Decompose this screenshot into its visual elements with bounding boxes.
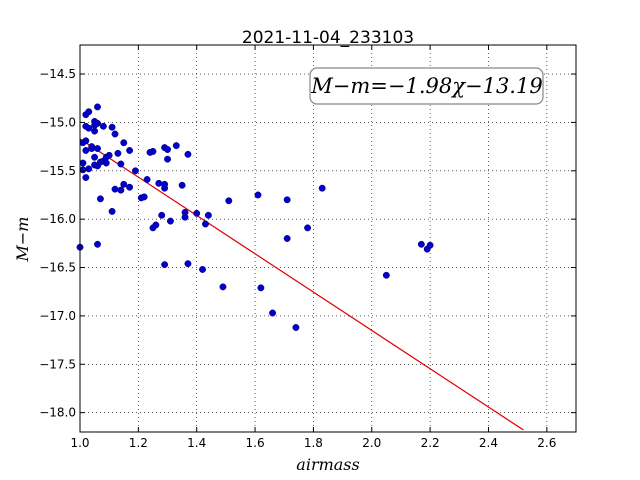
data-point bbox=[96, 195, 104, 203]
data-point bbox=[114, 149, 122, 157]
y-tick-label: −16.5 bbox=[39, 261, 76, 275]
x-axis-ticks: 1.0 1.2 1.4 1.6 1.8 2.0 2.2 2.4 2.6 bbox=[70, 45, 556, 450]
data-point bbox=[283, 196, 291, 204]
data-point bbox=[94, 240, 101, 248]
x-tick-label: 1.2 bbox=[129, 436, 148, 450]
data-point bbox=[105, 151, 113, 159]
data-point bbox=[269, 309, 277, 317]
data-point bbox=[94, 119, 101, 127]
data-point bbox=[382, 271, 390, 279]
data-point bbox=[292, 324, 300, 331]
data-point bbox=[184, 150, 192, 158]
chart-title: 2021-11-04_233103 bbox=[242, 28, 414, 48]
x-tick-label: 2.0 bbox=[362, 436, 381, 450]
grid-lines bbox=[79, 45, 576, 432]
x-tick-label: 2.4 bbox=[479, 436, 498, 450]
data-point bbox=[120, 139, 128, 147]
data-point bbox=[117, 186, 125, 194]
plot-frame bbox=[79, 44, 577, 433]
fit-line-group bbox=[79, 138, 524, 431]
y-tick-label: −14.5 bbox=[39, 67, 76, 81]
data-point bbox=[94, 103, 101, 111]
data-point bbox=[155, 179, 163, 187]
y-tick-label: −18.0 bbox=[39, 406, 76, 420]
data-point bbox=[99, 122, 107, 130]
data-point bbox=[82, 174, 90, 181]
y-tick-label: −15.0 bbox=[39, 115, 76, 129]
data-point bbox=[184, 260, 192, 268]
data-point bbox=[126, 183, 134, 191]
data-point bbox=[225, 197, 233, 205]
data-point bbox=[193, 209, 201, 217]
data-point bbox=[304, 224, 312, 232]
data-point bbox=[164, 146, 171, 153]
data-point bbox=[417, 240, 425, 248]
data-point bbox=[219, 283, 227, 291]
y-tick-label: −15.5 bbox=[39, 164, 76, 178]
x-tick-label: 1.6 bbox=[246, 436, 265, 450]
data-point bbox=[126, 147, 134, 154]
data-point bbox=[85, 108, 93, 116]
x-tick-label: 2.6 bbox=[537, 436, 556, 450]
data-point bbox=[161, 261, 169, 269]
x-tick-label: 1.0 bbox=[70, 436, 89, 450]
data-point bbox=[202, 220, 209, 228]
data-point bbox=[88, 145, 96, 152]
data-points bbox=[76, 103, 434, 331]
data-point bbox=[82, 147, 90, 154]
data-point bbox=[102, 159, 110, 167]
data-point bbox=[318, 184, 326, 192]
data-point bbox=[149, 147, 157, 155]
y-tick-label: −17.5 bbox=[39, 357, 76, 371]
y-tick-label: −16.0 bbox=[39, 212, 76, 226]
fit-line bbox=[79, 138, 524, 431]
data-point bbox=[82, 137, 90, 145]
data-point bbox=[91, 153, 99, 161]
data-point bbox=[85, 124, 93, 132]
data-point bbox=[94, 145, 101, 152]
annotation-box bbox=[309, 67, 544, 105]
data-point bbox=[91, 127, 99, 135]
data-point bbox=[108, 207, 116, 215]
data-point bbox=[164, 155, 171, 163]
data-point bbox=[426, 241, 434, 249]
data-point bbox=[152, 221, 160, 229]
y-axis-label: M−m bbox=[13, 217, 32, 263]
data-point bbox=[254, 191, 262, 199]
x-tick-label: 2.2 bbox=[421, 436, 440, 450]
data-point bbox=[117, 160, 125, 168]
data-point bbox=[204, 211, 212, 219]
data-point bbox=[199, 266, 206, 273]
data-point bbox=[283, 235, 291, 242]
fit-annotation: M−m=−1.98χ−13.19 bbox=[309, 67, 544, 105]
annotation-text: M−m=−1.98χ−13.19 bbox=[310, 74, 542, 98]
x-axis-label: airmass bbox=[296, 455, 359, 474]
data-point bbox=[131, 167, 139, 175]
x-tick-label: 1.4 bbox=[187, 436, 206, 450]
data-point bbox=[111, 185, 119, 193]
data-point bbox=[108, 123, 116, 131]
data-point bbox=[111, 130, 119, 138]
data-point bbox=[158, 211, 166, 219]
data-point bbox=[166, 217, 174, 225]
data-point bbox=[79, 159, 87, 167]
data-point bbox=[257, 284, 265, 292]
data-point bbox=[79, 166, 87, 174]
data-point bbox=[172, 142, 180, 150]
x-tick-label: 1.8 bbox=[304, 436, 323, 450]
data-point bbox=[181, 213, 189, 221]
data-point bbox=[140, 193, 148, 201]
y-tick-label: −17.0 bbox=[39, 309, 76, 323]
data-point bbox=[120, 180, 128, 188]
data-point bbox=[85, 165, 93, 173]
data-point bbox=[143, 176, 151, 183]
y-axis-ticks: −14.5 −15.0 −15.5 −16.0 −16.5 −17.0 −17.5 −18.0 bbox=[39, 67, 576, 420]
data-point bbox=[178, 181, 186, 189]
data-point bbox=[161, 180, 169, 188]
